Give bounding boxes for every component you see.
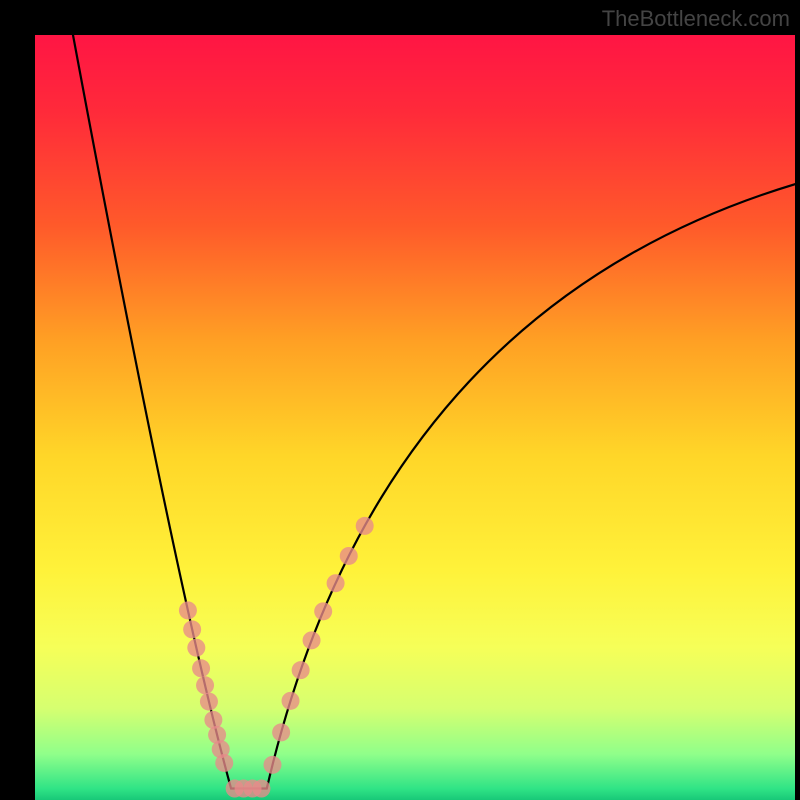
data-marker xyxy=(179,601,197,619)
data-marker xyxy=(192,659,210,677)
data-marker xyxy=(340,547,358,565)
data-marker xyxy=(292,661,310,679)
data-marker xyxy=(327,574,345,592)
data-marker xyxy=(282,692,300,710)
data-marker xyxy=(264,756,282,774)
data-marker xyxy=(200,693,218,711)
watermark-text: TheBottleneck.com xyxy=(602,6,790,32)
data-marker xyxy=(314,602,332,620)
chart-svg xyxy=(35,35,795,800)
data-marker xyxy=(183,620,201,638)
data-marker xyxy=(272,723,290,741)
data-marker xyxy=(356,517,374,535)
data-marker xyxy=(252,780,270,798)
data-marker xyxy=(187,639,205,657)
data-marker xyxy=(196,676,214,694)
chart-canvas: TheBottleneck.com xyxy=(0,0,800,800)
data-marker xyxy=(303,631,321,649)
data-marker xyxy=(204,711,222,729)
gradient-background xyxy=(35,35,795,800)
data-marker xyxy=(215,754,233,772)
plot-area xyxy=(35,35,795,800)
